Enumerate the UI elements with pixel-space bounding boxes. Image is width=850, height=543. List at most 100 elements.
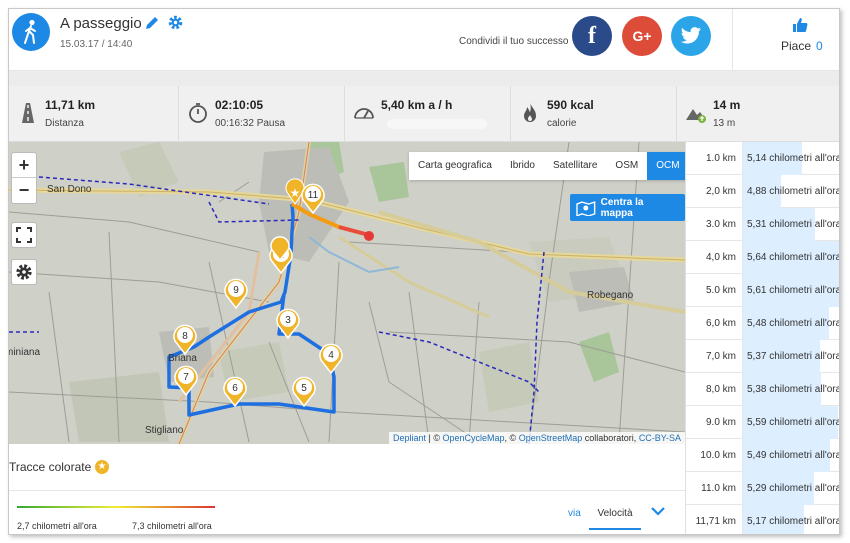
fullscreen-button[interactable]	[11, 222, 37, 248]
map-attribution: Depliant | © OpenCycleMap, © OpenStreetM…	[388, 432, 685, 444]
split-pace: 5,31 chilometri all'ora	[742, 208, 839, 241]
start-marker[interactable]: ★	[285, 178, 305, 205]
mountain-icon	[686, 109, 706, 123]
map-tiles	[9, 142, 685, 444]
attribution-sep: | ©	[428, 433, 440, 443]
km-marker[interactable]: 9	[224, 278, 248, 310]
split-row: 11.0 km 5,29 chilometri all'ora	[686, 472, 839, 505]
split-speed-bar	[742, 241, 839, 274]
split-speed-bar	[742, 472, 814, 505]
layer-tab-osm[interactable]: OSM	[615, 160, 639, 171]
settings-gear-icon[interactable]	[167, 14, 184, 31]
split-km: 11.0 km	[701, 483, 736, 494]
place-briana: Briana	[168, 353, 197, 364]
walking-icon	[12, 13, 50, 51]
stat-value: 5,40 km a / h	[381, 98, 453, 112]
split-km: 10.0 km	[700, 450, 736, 461]
stat-speed: 5,40 km a / h	[345, 86, 511, 142]
km-marker[interactable]: 8	[173, 324, 197, 356]
facebook-share-button[interactable]: f	[572, 16, 612, 56]
place-stigliano: Stigliano	[145, 425, 184, 436]
thumbs-up-icon	[793, 18, 808, 32]
split-row: 5.0 km 5,61 chilometri all'ora	[686, 274, 839, 307]
share-text: Condividi il tuo successo	[459, 36, 569, 47]
km-marker-label: 11	[308, 190, 319, 201]
depliant-link[interactable]: Depliant	[392, 433, 426, 443]
km-marker-label: 3	[285, 315, 291, 326]
license-link[interactable]: CC-BY-SA	[638, 433, 681, 443]
split-speed-bar	[742, 373, 821, 406]
stat-calories: 590 kcal calorie	[511, 86, 677, 142]
opencyclemap-link[interactable]: OpenCycleMap	[442, 433, 505, 443]
stat-elevation: 14 m 13 m	[677, 86, 839, 142]
star-icon: ★	[95, 460, 109, 474]
flame-icon	[524, 103, 536, 122]
km-marker[interactable]: 5	[292, 376, 316, 408]
km-marker-label: 9	[233, 285, 239, 296]
layer-tab-hybrid[interactable]: Ibrido	[509, 160, 535, 171]
legend-divider	[9, 490, 685, 491]
km-marker[interactable]: 11	[301, 183, 325, 215]
gradient-max-label: 7,3 chilometri all'ora	[132, 521, 212, 531]
zoom-out-button[interactable]: −	[18, 180, 30, 200]
km-marker[interactable]: 4	[319, 343, 343, 375]
split-row: 3.0 km 5,31 chilometri all'ora	[686, 208, 839, 241]
google-plus-share-button[interactable]: G+	[622, 16, 662, 56]
split-pace: 5,48 chilometri all'ora	[742, 307, 839, 340]
split-speed-bar	[742, 175, 781, 208]
like-box[interactable]: Piace 0	[732, 9, 839, 71]
zoom-in-button[interactable]: +	[12, 153, 36, 178]
stats-bar: 11,71 km Distanza 02:10:05 00:16:32 Paus…	[9, 86, 839, 142]
google-plus-icon: G+	[632, 28, 652, 44]
layer-tab-map[interactable]: Carta geografica	[418, 160, 492, 171]
split-speed-bar	[742, 439, 830, 472]
split-row: 11,71 km 5,17 chilometri all'ora	[686, 505, 839, 534]
split-row: 9.0 km 5,59 chilometri all'ora	[686, 406, 839, 439]
attribution-sep: , ©	[504, 433, 517, 443]
openstreetmap-link[interactable]: OpenStreetMap	[518, 433, 583, 443]
layer-tab-ocm[interactable]: OCM	[647, 152, 685, 180]
via-label: via	[568, 508, 581, 519]
split-row: 7,0 km 5,37 chilometri all'ora	[686, 340, 839, 373]
svg-text:★: ★	[290, 186, 301, 200]
split-speed-bar	[742, 340, 820, 373]
split-pace: 5,49 chilometri all'ora	[742, 439, 839, 472]
stat-label: 13 m	[713, 118, 736, 129]
km-marker[interactable]: 7	[174, 365, 198, 397]
route-map[interactable]: San Dono Robegano Briana Stigliano minia…	[9, 142, 685, 444]
activity-title: A passeggio	[60, 15, 142, 32]
map-layer-switcher: Carta geografica Ibrido Satellitare OSM …	[409, 152, 685, 180]
metric-select[interactable]: Velocità	[589, 502, 641, 530]
km-marker[interactable]: 6	[223, 376, 247, 408]
km-marker[interactable]: 3	[276, 308, 300, 340]
split-pace: 5,37 chilometri all'ora	[742, 340, 839, 373]
split-row: 4,0 km 5,64 chilometri all'ora	[686, 241, 839, 274]
facebook-icon: f	[588, 22, 596, 49]
split-speed-bar	[742, 307, 829, 340]
split-pace: 5,17 chilometri all'ora	[742, 505, 839, 534]
layer-tab-satellite[interactable]: Satellitare	[552, 160, 598, 171]
stat-value: 14 m	[713, 98, 741, 112]
center-map-label: Centra la mappa	[600, 196, 644, 219]
map-icon	[576, 200, 596, 216]
split-km: 7,0 km	[705, 351, 736, 362]
blurred-detail	[387, 119, 487, 129]
km-marker[interactable]	[270, 236, 290, 262]
split-pace: 5,61 chilometri all'ora	[742, 274, 839, 307]
twitter-share-button[interactable]	[671, 16, 711, 56]
center-map-button[interactable]: Centra la mappa	[570, 194, 685, 221]
twitter-icon	[680, 27, 701, 44]
split-km: 9.0 km	[705, 417, 736, 428]
speedometer-icon	[354, 108, 374, 119]
split-row: 6,0 km 5,48 chilometri all'ora	[686, 307, 839, 340]
split-pace: 5,59 chilometri all'ora	[742, 406, 839, 439]
chevron-down-icon[interactable]	[651, 506, 665, 516]
split-speed-bar	[742, 208, 815, 241]
split-row: 2,0 km 4,88 chilometri all'ora	[686, 175, 839, 208]
map-settings-button[interactable]	[11, 259, 37, 285]
place-robegano: Robegano	[587, 290, 634, 301]
edit-pencil-icon[interactable]	[144, 15, 160, 31]
split-speed-bar	[742, 274, 839, 307]
split-km: 2,0 km	[705, 186, 736, 197]
split-km: 6,0 km	[705, 318, 736, 329]
